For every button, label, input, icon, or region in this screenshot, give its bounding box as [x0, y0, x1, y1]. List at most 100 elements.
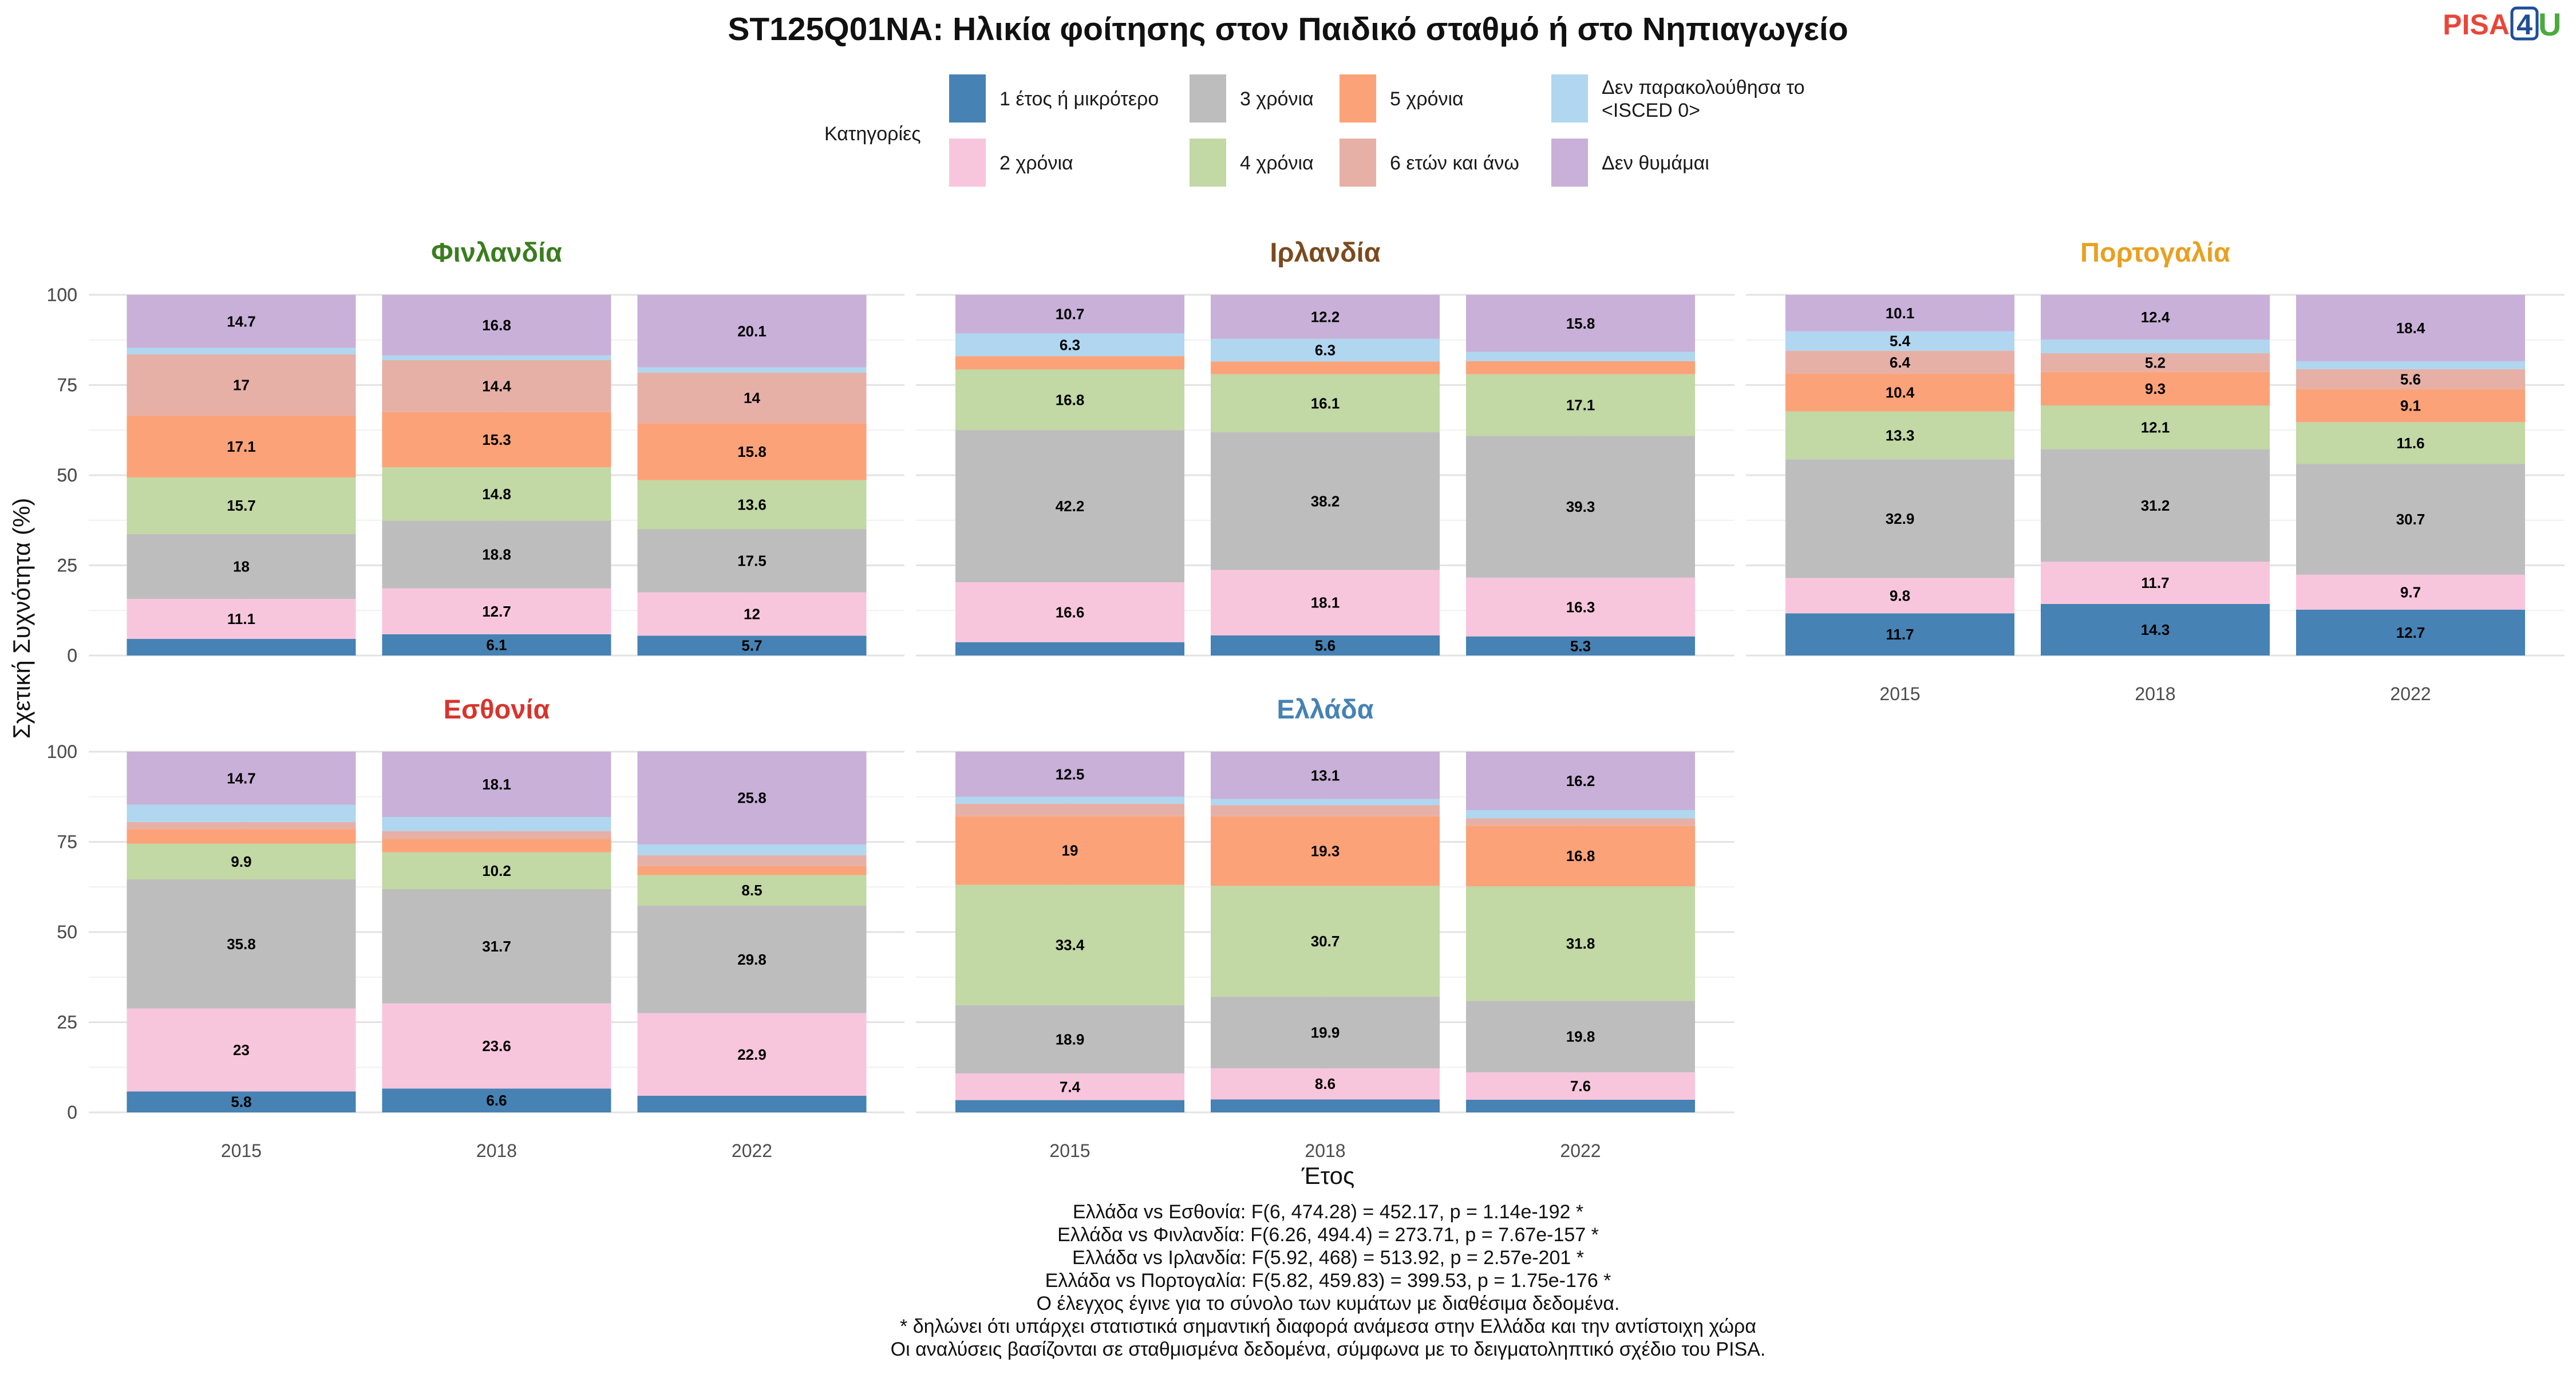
bar-label: 15.7	[227, 497, 256, 514]
bar-segment	[1466, 752, 1695, 811]
bar-label: 12.2	[1311, 308, 1340, 325]
panel-title: Πορτογαλία	[2080, 237, 2230, 267]
bar-segment	[1466, 636, 1695, 656]
y-tick-label: 0	[67, 645, 77, 666]
bar-label: 30.7	[2396, 511, 2425, 528]
y-tick-label: 50	[57, 465, 77, 485]
y-tick-label: 25	[57, 555, 77, 576]
bar-segment	[127, 599, 356, 639]
bar-segment	[955, 1100, 1184, 1112]
bar-label: 14	[744, 389, 760, 406]
y-tick-label: 0	[67, 1102, 77, 1123]
y-tick-label: 50	[57, 922, 77, 942]
bar-segment	[382, 831, 611, 839]
y-tick-label: 0	[67, 645, 77, 666]
y-tick-label: 50	[57, 465, 77, 485]
bar-label: 9.1	[2400, 397, 2421, 414]
y-axis-title: Σχετική Συχνότητα (%)	[8, 498, 35, 739]
bar-segment	[955, 333, 1184, 357]
bar-segment	[1211, 752, 1440, 799]
x-tick-label: 2018	[476, 1140, 517, 1161]
bar-label: 16.3	[1566, 598, 1595, 615]
bar-segment	[1466, 361, 1695, 374]
y-tick-label: 25	[57, 1012, 77, 1033]
bar-segment	[2296, 609, 2525, 656]
legend-label: 5 χρόνια	[1390, 88, 1464, 110]
bar-segment	[1211, 635, 1440, 656]
bar-segment	[382, 412, 611, 468]
panel: Ελλάδα 0 25 50 75 100 7.4 18.9 33.4 19 12.5 2015 8.6…	[47, 694, 1735, 1161]
bar-label: 6.6	[486, 1092, 507, 1109]
bar-segment	[1211, 338, 1440, 362]
bar-label: 5.7	[741, 637, 762, 654]
legend: Κατηγορίες 1 έτος ή μικρότερο 2 χρόνια 3 χρ…	[824, 74, 1805, 187]
bar-segment	[955, 752, 1184, 797]
bar-label: 19.9	[1311, 1024, 1340, 1041]
legend-label: Δεν παρακολούθησα το	[1602, 77, 1805, 98]
bar-segment	[2296, 464, 2525, 575]
bar-segment	[127, 354, 356, 416]
bar-segment	[2041, 562, 2270, 604]
bar-label: 35.8	[227, 935, 256, 953]
panel: Φινλανδία 0 25 50 75 100 11.1 18 15.7 17.1 17 14.7 6…	[47, 237, 904, 666]
bar-segment	[127, 1008, 356, 1092]
bar-segment	[2296, 361, 2525, 369]
bar-segment	[127, 639, 356, 656]
bar-label: 5.6	[2400, 370, 2421, 388]
bar-segment	[382, 467, 611, 521]
panel-title: Ιρλανδία	[1270, 237, 1380, 267]
legend-swatch	[1340, 74, 1376, 123]
bar-segment	[1211, 361, 1440, 374]
legend-swatch	[1340, 139, 1376, 187]
bar-segment	[2296, 422, 2525, 464]
bar-label: 12.7	[482, 603, 511, 620]
legend-swatch	[949, 139, 986, 187]
bar-segment	[637, 1096, 867, 1112]
bar-label: 16.1	[1311, 394, 1340, 412]
bar-label: 15.8	[1566, 315, 1595, 332]
bar-label: 10.7	[1056, 306, 1085, 323]
bar-segment	[1211, 374, 1440, 433]
bar-segment	[955, 430, 1184, 583]
note-line: Ελλάδα vs Πορτογαλία: F(5.82, 459.83) = …	[1045, 1270, 1611, 1292]
x-tick-label: 2015	[1879, 684, 1920, 704]
y-tick-label: 25	[57, 555, 77, 576]
bar-label: 5.4	[1890, 333, 1911, 350]
bar-segment	[1466, 577, 1695, 637]
bar-label: 7.4	[1060, 1078, 1081, 1095]
bar-label: 42.2	[1056, 498, 1085, 515]
bar-segment	[127, 1091, 356, 1112]
legend-swatch	[1551, 74, 1588, 123]
bar-segment	[2296, 295, 2525, 361]
bar-label: 10.4	[1886, 384, 1915, 401]
panel: Πορτογαλία 0 25 50 75 100 11.7 9.8 32.9 13.3 10.4 6…	[47, 237, 2565, 704]
bar-label: 13.6	[737, 496, 767, 514]
bar-label: 33.4	[1056, 937, 1085, 954]
bar-label: 23	[233, 1041, 250, 1059]
y-tick-label: 0	[67, 645, 77, 666]
legend-swatch	[1551, 139, 1588, 187]
bar-segment	[1466, 352, 1695, 361]
bar-label: 11.1	[227, 610, 255, 627]
legend-label: 4 χρόνια	[1240, 152, 1314, 174]
bar-segment	[637, 373, 867, 424]
bar-segment	[1211, 295, 1440, 339]
bar-segment	[637, 367, 867, 373]
bar-label: 15.8	[737, 443, 767, 460]
legend-label: 2 χρόνια	[999, 152, 1073, 174]
bar-segment	[1466, 826, 1695, 886]
bar-label: 19	[1062, 842, 1078, 859]
y-tick-label: 75	[57, 832, 77, 852]
bar-label: 5.3	[1570, 637, 1591, 654]
y-tick-label: 25	[57, 1012, 77, 1033]
note-line: * δηλώνει ότι υπάρχει στατιστικά σημαντι…	[900, 1316, 1756, 1337]
bar-label: 6.3	[1315, 342, 1336, 359]
x-tick-label: 2018	[1305, 1140, 1345, 1161]
bar-segment	[2296, 389, 2525, 423]
bar-label: 5.2	[2145, 354, 2166, 371]
bar-label: 16.8	[1056, 391, 1085, 408]
bar-label: 31.2	[2141, 497, 2170, 514]
bar-label: 13.1	[1311, 767, 1340, 784]
bar-segment	[1466, 1072, 1695, 1100]
